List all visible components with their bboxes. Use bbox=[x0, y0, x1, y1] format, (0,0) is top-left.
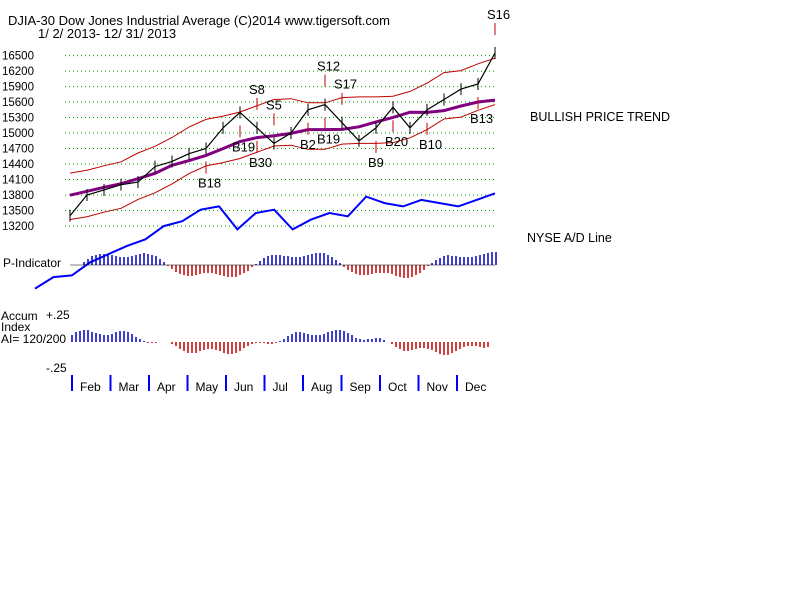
y-tick-label: 16200 bbox=[2, 66, 34, 78]
y-tick-label: 15900 bbox=[2, 82, 34, 94]
month-label: Sep bbox=[350, 380, 372, 394]
signal-label: B19 bbox=[232, 139, 255, 154]
signal-label: S16 bbox=[487, 7, 510, 22]
y-tick-label: 15300 bbox=[2, 113, 34, 125]
month-label: Feb bbox=[80, 380, 101, 394]
y-tick-label: 16500 bbox=[2, 51, 34, 63]
accum-label-2: Index bbox=[1, 320, 30, 334]
y-tick-label: 14400 bbox=[2, 159, 34, 171]
signal-label: B20 bbox=[385, 134, 408, 149]
month-label: Mar bbox=[119, 380, 140, 394]
month-label: Apr bbox=[157, 380, 176, 394]
y-tick-label: 14100 bbox=[2, 175, 34, 187]
accum-label-1: Accum bbox=[1, 309, 38, 323]
signal-label: S5 bbox=[266, 97, 282, 112]
accum-label-3: AI= 120/200 bbox=[1, 332, 66, 346]
month-label: May bbox=[196, 380, 219, 394]
month-label: Jul bbox=[273, 380, 288, 394]
y-tick-label: 13800 bbox=[2, 190, 34, 202]
price-series bbox=[69, 47, 496, 222]
trend-annotation: BULLISH PRICE TREND bbox=[530, 110, 670, 124]
month-label: Dec bbox=[465, 380, 486, 394]
signal-label: B10 bbox=[419, 137, 442, 152]
y-tick-label: 15000 bbox=[2, 128, 34, 140]
month-label: Oct bbox=[388, 380, 407, 394]
signal-label: B19 bbox=[317, 132, 340, 147]
lower-band bbox=[69, 104, 496, 220]
signal-label: B18 bbox=[198, 176, 221, 191]
p-indicator-panel bbox=[70, 252, 497, 278]
signal-label: S17 bbox=[334, 77, 357, 92]
month-label: Jun bbox=[234, 380, 253, 394]
signal-label: B30 bbox=[249, 155, 272, 170]
y-tick-label: 15600 bbox=[2, 97, 34, 109]
accum-tick-bottom: -.25 bbox=[46, 361, 67, 375]
signal-label: S8 bbox=[249, 82, 265, 97]
signal-label: B9 bbox=[368, 155, 384, 170]
price-line bbox=[69, 52, 496, 217]
signal-label: B2 bbox=[300, 137, 316, 152]
y-tick-label: 14700 bbox=[2, 144, 34, 156]
signal-label: B13 bbox=[470, 111, 493, 126]
p-indicator-label: P-Indicator bbox=[3, 256, 61, 270]
date-range: 1/ 2/ 2013- 12/ 31/ 2013 bbox=[38, 26, 176, 41]
ad-line-label: NYSE A/D Line bbox=[527, 231, 612, 245]
month-axis: Feb Mar Apr May Jun Jul Aug Sep Oct Nov Dec bbox=[71, 375, 486, 394]
y-axis-ticks: 16500 16200 15900 15600 15300 15000 14700 14400… bbox=[2, 51, 34, 233]
chart-title: DJIA-30 Dow Jones Industrial Average (C)… bbox=[8, 13, 390, 28]
signal-label: S12 bbox=[317, 59, 340, 74]
ad-line-panel bbox=[34, 192, 496, 290]
ad-line bbox=[34, 192, 496, 290]
y-tick-label: 13500 bbox=[2, 206, 34, 218]
month-label: Nov bbox=[427, 380, 448, 394]
accum-index-panel bbox=[71, 330, 489, 355]
accum-tick-top: +.25 bbox=[46, 308, 70, 322]
month-label: Aug bbox=[311, 380, 332, 394]
y-tick-label: 13200 bbox=[2, 221, 34, 233]
upper-band bbox=[69, 57, 496, 174]
